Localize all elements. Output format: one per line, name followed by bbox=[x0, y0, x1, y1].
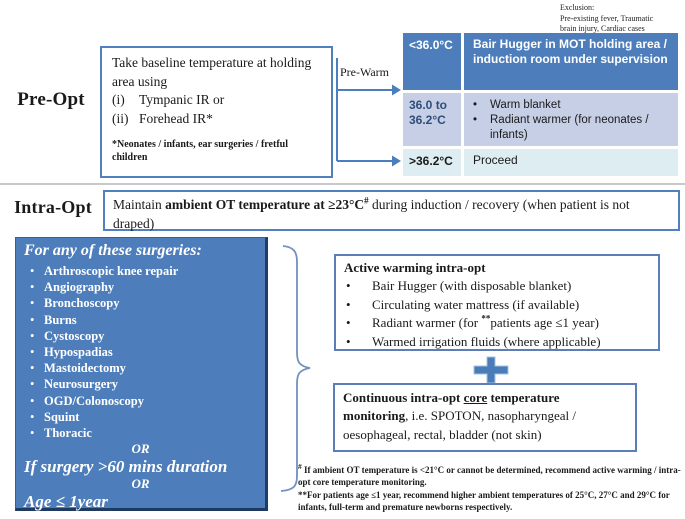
ambient-temperature-box: Maintain ambient OT temperature at ≥23°C… bbox=[103, 190, 680, 231]
bullet-icon: • bbox=[30, 280, 35, 295]
bullet-icon: • bbox=[346, 315, 351, 331]
bullet-icon: • bbox=[346, 296, 351, 312]
footnotes: # If ambient OT temperature is <21°C or … bbox=[298, 462, 685, 514]
bullet-icon: • bbox=[30, 312, 35, 327]
baseline-item-text: Forehead IR* bbox=[139, 110, 213, 126]
triage-action-lt36: Bair Hugger in MOT holding area / induct… bbox=[464, 33, 678, 90]
footnote-ambient: # If ambient OT temperature is <21°C or … bbox=[298, 462, 681, 488]
bullet-icon: • bbox=[30, 361, 35, 376]
baseline-temperature-box: Take baseline temperature at holding are… bbox=[100, 46, 333, 178]
exclusion-note: Exclusion: Pre-existing fever, Traumatic… bbox=[560, 3, 685, 35]
exclusion-line: brain injury, Cardiac cases bbox=[560, 24, 645, 34]
list-item: • Radiant warmer (for neonates / infants) bbox=[473, 113, 649, 141]
bullet-icon: • bbox=[30, 328, 35, 343]
baseline-intro: Take baseline temperature at holding are… bbox=[112, 55, 312, 89]
triage-temp-gt362: >36.2°C bbox=[403, 149, 461, 176]
bullet-icon: • bbox=[30, 393, 35, 408]
triage-action-36-362: • Warm blanket • Radiant warmer (for neona… bbox=[464, 93, 678, 146]
monitoring-text-bold: Continuous intra-opt bbox=[343, 390, 464, 405]
bullet-icon: • bbox=[30, 264, 35, 278]
list-item: • Bair Hugger (with disposable blanket) bbox=[344, 277, 652, 295]
list-item: • Hypospadias bbox=[30, 345, 113, 360]
baseline-item-number: (i) bbox=[112, 92, 125, 108]
monitoring-text-rest: , i.e. SPOTON, nasopharyngeal / oesophag… bbox=[343, 408, 577, 442]
baseline-item-text: Tympanic IR or bbox=[139, 92, 225, 108]
brace-icon bbox=[280, 245, 311, 492]
bullet-icon: • bbox=[473, 99, 478, 111]
ambient-text-suffix: during induction / recovery (when patien… bbox=[113, 197, 630, 232]
surgery-box-title: For any of these surgeries: bbox=[24, 242, 202, 259]
list-item: • Arthroscopic knee repair bbox=[30, 264, 179, 278]
list-item: • Mastoidectomy bbox=[30, 361, 126, 376]
ambient-footnote-marker: # bbox=[364, 195, 369, 206]
active-warming-title: Active warming intra-opt bbox=[344, 260, 486, 275]
core-monitoring-box: Continuous intra-opt core temperature mo… bbox=[333, 383, 637, 452]
bullet-icon: • bbox=[30, 377, 35, 392]
ambient-text-bold: ambient OT temperature at ≥23°C bbox=[165, 197, 365, 212]
triage-temp-36-362: 36.0 to 36.2°C bbox=[403, 93, 461, 146]
bullet-icon: • bbox=[346, 278, 351, 294]
or-separator: OR bbox=[131, 441, 150, 457]
exclusion-title: Exclusion: bbox=[560, 3, 595, 12]
baseline-item: (i) Tympanic IR or bbox=[112, 91, 323, 110]
triage-action-list: • Warm blanket • Radiant warmer (for neona… bbox=[473, 98, 672, 143]
exclusion-line: Pre-existing fever, Traumatic bbox=[560, 13, 654, 23]
active-warming-list: • Bair Hugger (with disposable blanket) •… bbox=[344, 277, 652, 351]
section-divider bbox=[0, 183, 685, 185]
list-item: • Squint bbox=[30, 409, 80, 424]
active-warming-box: Active warming intra-opt • Bair Hugger (w… bbox=[334, 254, 660, 351]
baseline-footnote: *Neonates / infants, ear surgeries / fre… bbox=[112, 138, 288, 163]
list-item: • Warmed irrigation fluids (where applica… bbox=[344, 333, 652, 351]
surgery-criteria-box: For any of these surgeries: • Arthroscopi… bbox=[15, 237, 268, 511]
pre-warm-label: Pre-Warm bbox=[340, 65, 390, 79]
list-item: • Radiant warmer (for **patients age ≤1 y… bbox=[344, 314, 652, 332]
or-separator: OR bbox=[131, 476, 150, 492]
baseline-item-number: (ii) bbox=[112, 110, 129, 126]
temperature-triage-table: <36.0°C Bair Hugger in MOT holding area … bbox=[403, 33, 678, 176]
bullet-icon: • bbox=[30, 426, 35, 441]
list-item: • OGD/Colonoscopy bbox=[30, 393, 145, 408]
list-item: • Angiography bbox=[30, 280, 115, 295]
baseline-item: (ii) Forehead IR* bbox=[112, 110, 323, 129]
bullet-icon: • bbox=[30, 409, 35, 424]
footnote-hash-marker: # bbox=[298, 462, 302, 471]
monitoring-text-underlined: core bbox=[463, 390, 488, 405]
list-item: • Bronchoscopy bbox=[30, 296, 120, 311]
bullet-icon: • bbox=[30, 345, 35, 360]
triage-temp-lt36: <36.0°C bbox=[403, 33, 461, 90]
list-item: • Thoracic bbox=[30, 426, 92, 441]
bullet-icon: • bbox=[30, 296, 35, 311]
list-item: • Cystoscopy bbox=[30, 328, 105, 343]
surgery-duration-criterion: If surgery >60 mins duration bbox=[24, 457, 228, 477]
pre-opt-phase-label: Pre-Opt bbox=[17, 89, 85, 110]
ambient-text-prefix: Maintain bbox=[113, 197, 166, 212]
plus-icon bbox=[473, 356, 509, 384]
list-item: • Neurosurgery bbox=[30, 377, 119, 392]
triage-action-gt362: Proceed bbox=[464, 149, 678, 176]
surgery-list: • Arthroscopic knee repair • Angiography •… bbox=[24, 263, 257, 441]
list-item: • Warm blanket bbox=[473, 99, 561, 111]
list-item: • Burns bbox=[30, 312, 77, 327]
bullet-icon: • bbox=[346, 333, 351, 349]
bullet-icon: • bbox=[473, 113, 478, 126]
surgery-age-criterion: Age ≤ 1year bbox=[24, 492, 108, 512]
monitoring-text-bold: temperature monitoring bbox=[343, 390, 560, 424]
intra-opt-phase-label: Intra-Opt bbox=[14, 197, 92, 217]
flow-arrow-icon bbox=[336, 58, 401, 167]
footnote-age: **For patients age ≤1 year, recommend hi… bbox=[298, 489, 670, 513]
list-item: • Circulating water mattress (if availabl… bbox=[344, 296, 652, 314]
